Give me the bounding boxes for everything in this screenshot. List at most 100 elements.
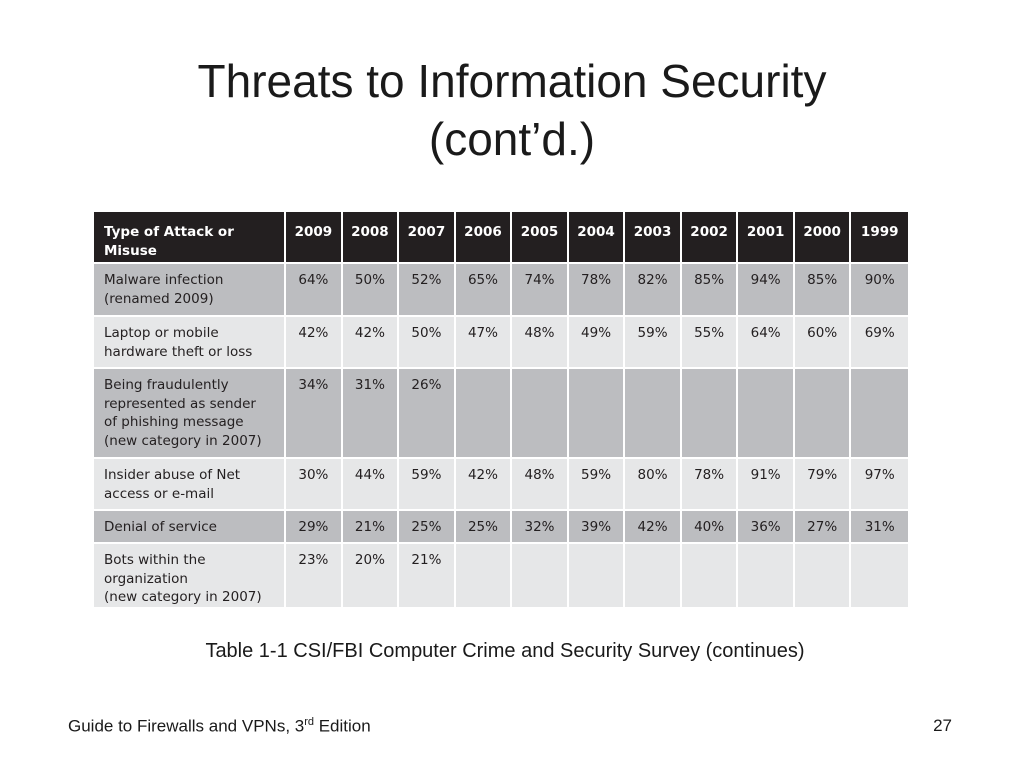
survey-table: Type of Attack or Misuse 2009 2008 2007 … <box>94 212 908 607</box>
table-cell-percentage <box>512 369 569 459</box>
table-cell-percentage: 29% <box>286 511 343 544</box>
table-cell-percentage: 91% <box>738 459 795 511</box>
table-cell-percentage: 42% <box>625 511 682 544</box>
table-cell-percentage: 21% <box>342 511 400 544</box>
table-cell-percentage <box>681 544 739 607</box>
survey-table-container: Type of Attack or Misuse 2009 2008 2007 … <box>94 212 908 607</box>
table-cell-percentage: 90% <box>851 264 908 317</box>
table-cell-percentage <box>851 369 908 459</box>
page-number: 27 <box>933 716 952 735</box>
table-cell-percentage <box>738 369 795 459</box>
table-cell-percentage: 78% <box>681 459 739 511</box>
table-header-row: Type of Attack or Misuse 2009 2008 2007 … <box>94 212 908 264</box>
table-cell-percentage <box>625 369 682 459</box>
column-header-year: 1999 <box>851 212 908 264</box>
table-cell-percentage <box>568 544 626 607</box>
table-cell-percentage: 74% <box>512 264 569 317</box>
column-header-year: 2000 <box>794 212 852 264</box>
table-cell-percentage: 26% <box>399 369 456 459</box>
column-header-year: 2004 <box>568 212 626 264</box>
column-header-year: 2005 <box>512 212 569 264</box>
table-cell-percentage: 34% <box>286 369 343 459</box>
table-cell-percentage: 31% <box>342 369 400 459</box>
table-row: Malware infection (renamed 2009) 64% 50% 52… <box>94 264 908 317</box>
table-cell-percentage: 25% <box>399 511 456 544</box>
table-row: Denial of service 29% 21% 25% 25% 32% 39% 42% 40… <box>94 511 908 544</box>
table-cell-percentage: 27% <box>794 511 852 544</box>
table-cell-percentage: 59% <box>568 459 626 511</box>
table-cell-percentage: 59% <box>625 317 682 369</box>
table-cell-percentage: 36% <box>738 511 795 544</box>
row-attack-type: Laptop or mobile hardware theft or loss <box>94 317 287 369</box>
table-cell-percentage: 21% <box>399 544 456 607</box>
table-cell-percentage <box>794 369 852 459</box>
row-attack-type: Being fraudulently represented as sender… <box>94 369 287 459</box>
table-cell-percentage: 79% <box>794 459 852 511</box>
table-cell-percentage: 50% <box>399 317 456 369</box>
table-cell-percentage: 30% <box>286 459 343 511</box>
row-attack-type: Bots within the organization (new catego… <box>94 544 287 607</box>
table-cell-percentage <box>455 369 513 459</box>
column-header-year: 2001 <box>738 212 795 264</box>
footer-book-title: Guide to Firewalls and VPNs, 3rd Edition <box>68 716 371 737</box>
footer-book-suffix: Edition <box>314 716 371 736</box>
table-cell-percentage: 47% <box>455 317 513 369</box>
column-header-type: Type of Attack or Misuse <box>94 212 287 264</box>
table-cell-percentage: 94% <box>738 264 795 317</box>
table-cell-percentage: 64% <box>738 317 795 369</box>
table-cell-percentage: 25% <box>455 511 513 544</box>
column-header-year: 2003 <box>625 212 682 264</box>
table-cell-percentage: 85% <box>794 264 852 317</box>
table-cell-percentage: 42% <box>342 317 400 369</box>
table-cell-percentage: 42% <box>286 317 343 369</box>
table-cell-percentage: 69% <box>851 317 908 369</box>
table-body: Malware infection (renamed 2009) 64% 50% 52… <box>94 264 908 607</box>
table-row: Being fraudulently represented as sender… <box>94 369 908 459</box>
row-attack-type: Insider abuse of Net access or e-mail <box>94 459 287 511</box>
table-cell-percentage <box>625 544 682 607</box>
table-cell-percentage <box>455 544 513 607</box>
table-cell-percentage: 20% <box>342 544 400 607</box>
table-cell-percentage: 59% <box>399 459 456 511</box>
column-header-year: 2009 <box>286 212 343 264</box>
slide-title-line-1: Threats to Information Security <box>197 55 827 107</box>
table-cell-percentage <box>512 544 569 607</box>
table-cell-percentage <box>851 544 908 607</box>
table-cell-percentage: 82% <box>625 264 682 317</box>
table-cell-percentage: 60% <box>794 317 852 369</box>
table-cell-percentage: 32% <box>512 511 569 544</box>
table-cell-percentage: 40% <box>681 511 739 544</box>
table-cell-percentage <box>568 369 626 459</box>
table-cell-percentage: 48% <box>512 459 569 511</box>
table-cell-percentage: 39% <box>568 511 626 544</box>
table-cell-percentage: 97% <box>851 459 908 511</box>
table-cell-percentage: 85% <box>681 264 739 317</box>
column-header-year: 2008 <box>342 212 400 264</box>
column-header-year: 2007 <box>399 212 456 264</box>
table-cell-percentage: 78% <box>568 264 626 317</box>
column-header-year: 2006 <box>455 212 513 264</box>
table-cell-percentage: 44% <box>342 459 400 511</box>
table-cell-percentage: 55% <box>681 317 739 369</box>
table-row: Bots within the organization (new catego… <box>94 544 908 607</box>
table-cell-percentage <box>681 369 739 459</box>
row-attack-type: Denial of service <box>94 511 287 544</box>
slide-title-line-2: (cont’d.) <box>428 113 596 165</box>
table-cell-percentage: 23% <box>286 544 343 607</box>
column-header-year: 2002 <box>681 212 739 264</box>
footer-book-prefix: Guide to Firewalls and VPNs, 3 <box>68 716 305 736</box>
row-attack-type: Malware infection (renamed 2009) <box>94 264 287 317</box>
table-cell-percentage: 52% <box>399 264 456 317</box>
table-cell-percentage: 48% <box>512 317 569 369</box>
table-cell-percentage: 31% <box>851 511 908 544</box>
table-row: Insider abuse of Net access or e-mail 30%… <box>94 459 908 511</box>
table-cell-percentage <box>738 544 795 607</box>
table-cell-percentage: 50% <box>342 264 400 317</box>
table-row: Laptop or mobile hardware theft or loss 4… <box>94 317 908 369</box>
table-cell-percentage: 49% <box>568 317 626 369</box>
table-cell-percentage <box>794 544 852 607</box>
table-caption: Table 1-1 CSI/FBI Computer Crime and Sec… <box>205 640 805 662</box>
table-cell-percentage: 42% <box>455 459 513 511</box>
table-cell-percentage: 80% <box>625 459 682 511</box>
slide-title: Threats to Information Security (cont’d.… <box>0 52 1024 168</box>
